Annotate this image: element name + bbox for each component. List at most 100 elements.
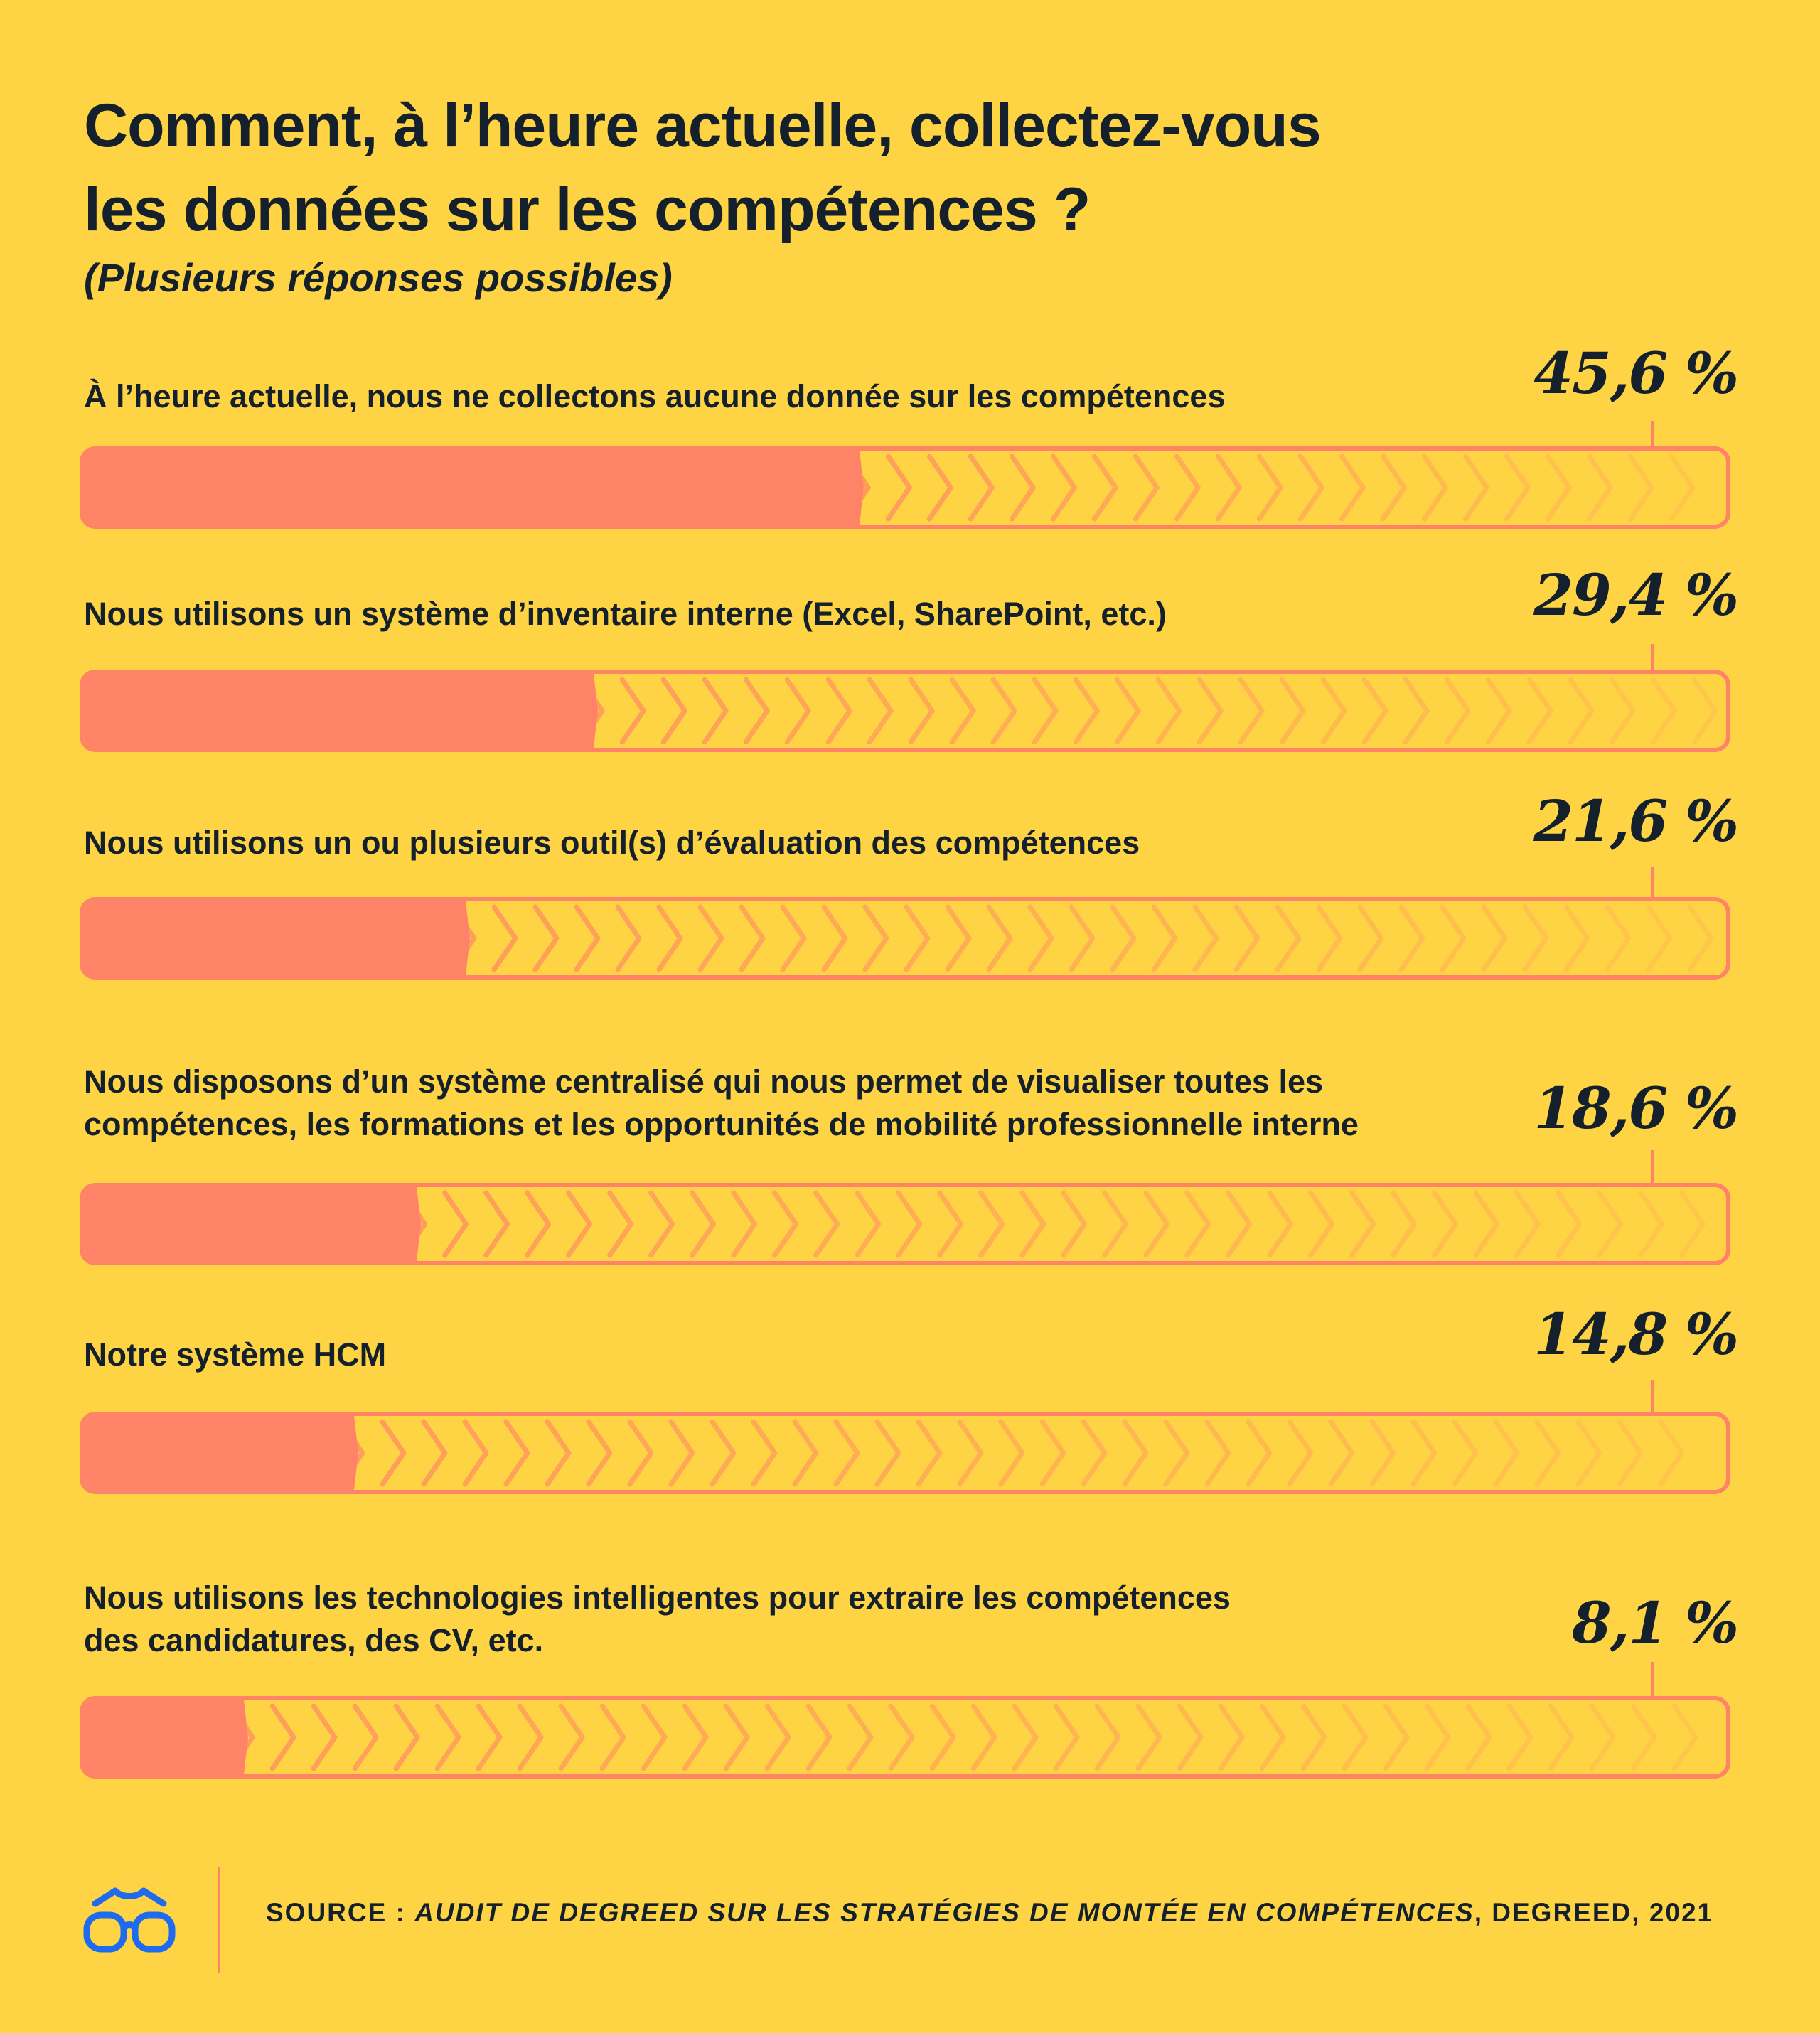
bar-label-line: Nous disposons d’un système centralisé q… (84, 1063, 1324, 1100)
chevron-mark (1316, 904, 1343, 972)
chevron-mark (710, 1419, 737, 1487)
chevron-mark (1548, 1703, 1575, 1771)
bar-arrow-tip (217, 1700, 249, 1774)
chevron-mark (503, 1419, 530, 1487)
chevron-mark (1638, 1190, 1665, 1258)
chevron-mark (697, 904, 724, 972)
chevron-mark (1424, 1703, 1451, 1771)
chevron-mark (1177, 1703, 1204, 1771)
chevron-pattern (338, 1419, 1685, 1487)
chevron-mark (1233, 904, 1260, 972)
chevron-mark (1151, 904, 1178, 972)
chevron-mark (743, 677, 770, 745)
bar-value-label: 8,1 % (1571, 1589, 1739, 1656)
chevron-mark (1174, 454, 1201, 522)
bar-fill (84, 1416, 358, 1490)
chevron-mark (1204, 1419, 1231, 1487)
chevron-pattern (578, 677, 1718, 745)
chevron-mark (1053, 1703, 1080, 1771)
bar-arrow-tip (389, 1187, 421, 1261)
bar-track (80, 1412, 1730, 1494)
chevron-mark (1391, 1190, 1418, 1258)
chevron-mark (847, 1703, 874, 1771)
chevron-mark (421, 1419, 448, 1487)
chevron-mark (615, 904, 642, 972)
chevron-mark (1545, 454, 1572, 522)
chevron-mark (1440, 904, 1467, 972)
chevron-mark (517, 1703, 544, 1771)
chevron-mark (1504, 454, 1531, 522)
chevron-mark (937, 1190, 964, 1258)
chevron-mark (916, 1419, 943, 1487)
chevron-mark (483, 1190, 510, 1258)
chevron-mark (566, 1190, 593, 1258)
chevron-mark (1143, 1190, 1170, 1258)
bar-label: Nous utilisons un système d’inventaire i… (84, 593, 1541, 635)
chevron-mark (1669, 454, 1696, 522)
chevron-mark (1410, 1419, 1438, 1487)
chevron-mark (462, 1419, 489, 1487)
chevron-mark (1534, 1419, 1561, 1487)
chevron-mark (656, 904, 683, 972)
chevron-mark (1650, 677, 1677, 745)
chevron-mark (1473, 1190, 1500, 1258)
chevron-mark (1184, 1190, 1211, 1258)
chart-title-line-2: les données sur les compétences ? (84, 176, 1091, 244)
chevron-mark (731, 1190, 758, 1258)
chevron-mark (1091, 454, 1118, 522)
chevron-mark (660, 677, 687, 745)
chevron-mark (619, 677, 646, 745)
chevron-mark (1452, 1419, 1479, 1487)
chevron-pattern (228, 1703, 1698, 1771)
chevron-mark (1320, 677, 1347, 745)
chevron-mark (1514, 1190, 1541, 1258)
bar-label-line: À l’heure actuelle, nous ne collectons a… (84, 378, 1226, 414)
chevron-mark (751, 1419, 778, 1487)
bar-label-line: Nous utilisons un ou plusieurs outil(s) … (84, 825, 1140, 861)
chevron-mark (532, 904, 560, 972)
chevron-mark (945, 904, 972, 972)
chevron-mark (813, 1190, 840, 1258)
chevron-mark (1197, 677, 1224, 745)
chevron-mark (908, 677, 935, 745)
chevron-pattern (844, 454, 1696, 522)
bar-fill (84, 674, 599, 748)
chevron-mark (1383, 1703, 1410, 1771)
chevron-mark (874, 1419, 901, 1487)
chevron-mark (1679, 1190, 1706, 1258)
bar-label: Nous utilisons les technologies intellig… (84, 1577, 1541, 1662)
chevron-mark (1133, 454, 1160, 522)
chevron-mark (1238, 677, 1265, 745)
chevron-mark (1073, 677, 1100, 745)
chevron-mark (867, 677, 894, 745)
bar-fill (84, 451, 864, 525)
chevron-mark (1287, 1419, 1314, 1487)
chevron-mark (1462, 454, 1489, 522)
chevron-mark (1658, 1419, 1685, 1487)
chevron-mark (1563, 904, 1590, 972)
bar-arrow-tip (833, 451, 864, 525)
chevron-mark (855, 1190, 882, 1258)
chevron-mark (970, 1703, 997, 1771)
bar-track (80, 446, 1730, 529)
chevron-mark (1671, 1703, 1698, 1771)
value-leader-line (1651, 867, 1654, 897)
chevron-mark (586, 1419, 613, 1487)
chevron-mark (1575, 1419, 1602, 1487)
bar-label: Nous disposons d’un système centralisé q… (84, 1061, 1541, 1146)
bar-track (80, 670, 1730, 752)
bar-track (80, 1696, 1730, 1779)
bar-arrow-tip (326, 1416, 358, 1490)
bar-value-label: 18,6 % (1533, 1075, 1739, 1142)
chevron-mark (1259, 1703, 1286, 1771)
chevron-mark (1246, 1419, 1273, 1487)
chevron-mark (1481, 904, 1508, 972)
chevron-pattern (401, 1190, 1706, 1258)
chevron-mark (792, 1419, 819, 1487)
chevron-mark (896, 1190, 923, 1258)
chevron-mark (723, 1703, 750, 1771)
chevron-mark (739, 904, 766, 972)
chevron-mark (1308, 1190, 1335, 1258)
bar-arrow-tip (567, 674, 599, 748)
chart-title: Comment, à l’heure actuelle, collectez-v… (84, 84, 1719, 252)
